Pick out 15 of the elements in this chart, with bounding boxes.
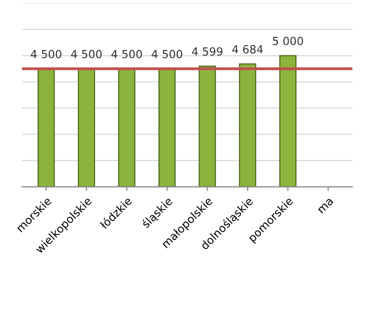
bar (198, 66, 216, 187)
data-label: 4 500 (152, 50, 182, 58)
data-label: 4 500 (111, 50, 142, 58)
bar (238, 63, 256, 187)
data-label: 4 684 (232, 45, 263, 54)
data-label: 4 599 (192, 47, 222, 56)
data-label: 4 500 (30, 50, 62, 58)
bar (118, 68, 136, 187)
bar (78, 68, 96, 187)
x-tick-label: ma (318, 198, 334, 214)
bar (279, 55, 296, 187)
bar (158, 68, 176, 187)
data-label: 5 000 (272, 36, 304, 46)
bar (38, 68, 55, 187)
data-label: 4 500 (71, 50, 102, 58)
